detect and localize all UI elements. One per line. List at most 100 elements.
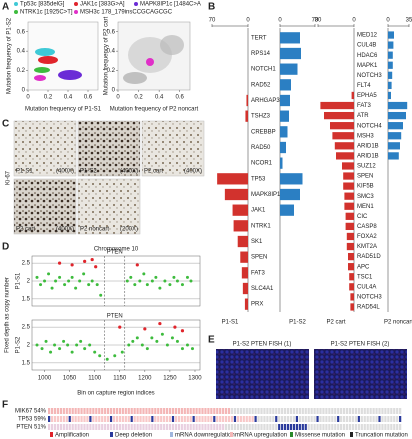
oncoprint-cell — [286, 408, 290, 414]
oncoprint-cell — [360, 416, 363, 422]
oncoprint-cell — [86, 408, 89, 414]
oncoprint-cell — [304, 408, 307, 414]
bar — [349, 283, 354, 291]
bar — [388, 51, 393, 59]
point — [35, 343, 39, 347]
oncoprint-cell — [322, 408, 325, 414]
point — [165, 343, 169, 347]
image-mag: (400X) — [184, 169, 202, 175]
oncoprint-cell — [298, 416, 301, 422]
oncoprint-cell — [325, 424, 328, 430]
oncoprint-cell — [319, 416, 322, 422]
oncoprint-cell — [399, 424, 402, 430]
legend-swatch — [50, 432, 53, 437]
oncoprint-cell — [163, 416, 166, 422]
bar — [388, 122, 403, 130]
oncoprint-cell — [366, 416, 369, 422]
image-mag: (200X) — [120, 227, 138, 233]
bar — [343, 172, 354, 180]
legend-label: mRNA upregulation — [235, 433, 287, 439]
legend-label: MSH3c 178_179insCCGCAGCGC — [80, 10, 173, 16]
point — [190, 347, 194, 351]
point — [173, 325, 177, 329]
oncoprint-cell — [163, 424, 166, 430]
oncoprint-cell — [118, 416, 121, 422]
oncoprint-cell — [133, 424, 136, 430]
bar — [351, 91, 354, 100]
image-label: P2 noncart — [80, 227, 109, 233]
oncoprint-cell — [337, 424, 340, 430]
image-label: P1-S2 — [80, 169, 97, 175]
oncoprint-cell — [337, 408, 340, 414]
oncoprint-cell — [68, 416, 71, 422]
oncoprint-cell — [366, 408, 369, 414]
point — [145, 283, 149, 287]
x-tick-label: 1100 — [88, 376, 102, 382]
bar — [346, 242, 354, 251]
oncoprint-cell — [269, 424, 272, 430]
density — [123, 72, 147, 84]
bar — [332, 132, 354, 140]
gene-label: MAPK8IP1 — [251, 192, 281, 198]
oncoprint-cell — [130, 416, 133, 422]
oncoprint-cell — [310, 416, 313, 422]
oncoprint-cell — [180, 424, 183, 430]
plot-label: P1-S2 — [16, 336, 22, 353]
oncoprint-cell — [242, 416, 245, 422]
y-tick-label: 2 — [27, 279, 31, 285]
point — [57, 261, 62, 265]
point — [189, 279, 193, 283]
legend-label: Tp53c [835delG] — [20, 2, 65, 8]
oncoprint-cell — [266, 408, 269, 414]
oncoprint-cell — [213, 408, 216, 414]
oncoprint-cell — [180, 416, 183, 422]
point — [150, 279, 154, 283]
point — [145, 347, 149, 351]
oncoprint-cell — [236, 408, 239, 414]
point — [39, 283, 43, 287]
oncoprint-cell — [180, 408, 183, 414]
bar — [240, 251, 248, 263]
oncoprint-cell — [387, 408, 390, 414]
panel-b: B TERT RPS14 NOTCH1 RAD52 ARHGAP35 TSHZ3 CREBB… — [208, 2, 412, 326]
image-title: P1-S2 PTEN FISH (1) — [233, 342, 292, 348]
oncoprint-cell — [387, 424, 390, 430]
oncoprint-cell — [109, 416, 113, 422]
oncoprint-cell — [86, 424, 89, 430]
bar — [280, 188, 300, 201]
oncoprint-cell — [295, 424, 298, 430]
oncoprint-cell — [242, 424, 245, 430]
bar — [345, 222, 354, 231]
oncoprint-cell — [139, 424, 142, 430]
oncoprint-cell — [343, 408, 346, 414]
y-tick-label: 0.4 — [107, 49, 116, 55]
y-tick-label: 2.5 — [22, 325, 31, 331]
oncoprint-cell — [260, 416, 263, 422]
oncoprint-cell — [160, 408, 163, 414]
oncoprint-cell — [254, 416, 257, 422]
oncoprint-cell — [77, 416, 80, 422]
point — [40, 347, 44, 351]
image-mag: (400X) — [120, 169, 138, 175]
oncoprint-cell — [204, 408, 207, 414]
oncoprint-cell — [292, 424, 296, 430]
point — [175, 339, 179, 343]
oncoprint-cell — [56, 416, 60, 422]
oncoprint-cell — [275, 424, 278, 430]
oncoprint-cell — [313, 416, 316, 422]
panel-label: A — [2, 2, 9, 13]
micrograph — [141, 120, 205, 177]
oncoprint-cell — [177, 416, 180, 422]
gene-label: SUZ12 — [357, 164, 376, 170]
oncoprint-cell — [230, 408, 234, 414]
oncoprint-cell — [257, 408, 260, 414]
oncoprint-cell — [286, 424, 290, 430]
oncoprint-cell — [369, 416, 372, 422]
panel-label: B — [208, 2, 215, 13]
oncoprint-cell — [145, 408, 148, 414]
x-tick-label: 70 — [209, 18, 216, 24]
series-label: P2 noncart — [384, 320, 412, 326]
x-tick-label: 1200 — [138, 376, 152, 382]
point — [58, 347, 62, 351]
